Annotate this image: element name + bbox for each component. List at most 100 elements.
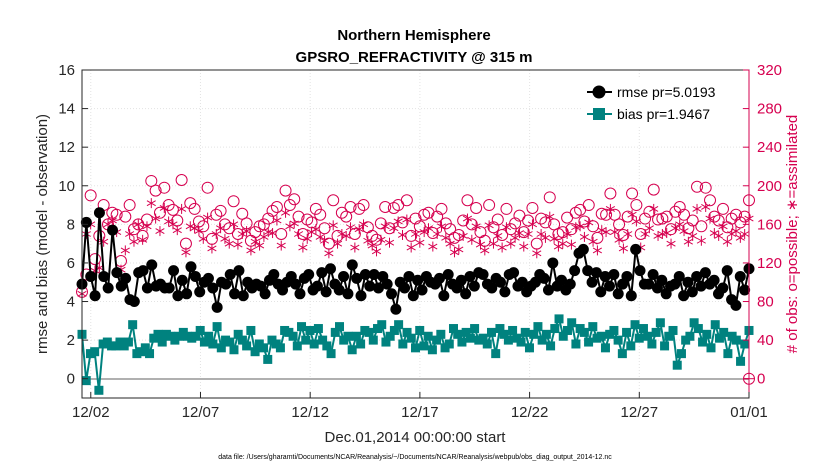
- x-tick-label: 12/17: [401, 404, 439, 421]
- possible-obs-point: [435, 202, 448, 215]
- bias-point: [600, 343, 610, 353]
- bias-point: [668, 325, 678, 335]
- bias-point: [647, 339, 657, 349]
- assimilated-obs-point: [254, 240, 265, 251]
- possible-obs-point: [587, 220, 600, 233]
- assimilated-obs-point: [358, 219, 369, 230]
- bias-point: [297, 322, 307, 332]
- right-y-ticks: 0 40 80 120 160 200 240 280 320: [743, 62, 782, 388]
- bias-point: [571, 339, 581, 349]
- x-ticks: 12/02 12/07 12/12 12/17 12/22 12/27 01/01: [72, 392, 768, 421]
- bias-point: [313, 324, 323, 334]
- rmse-point: [89, 290, 101, 302]
- possible-obs-point: [370, 233, 383, 246]
- bias-point: [292, 341, 302, 351]
- y2-tick-label: 0: [757, 371, 765, 388]
- assimilated-obs-point: [549, 233, 559, 244]
- rmse-point: [176, 274, 188, 286]
- legend-rmse-marker: [592, 85, 606, 99]
- rmse-point: [407, 290, 419, 302]
- y2-tick-label: 320: [757, 62, 782, 79]
- possible-obs-point: [600, 208, 613, 221]
- bias-point: [596, 331, 606, 341]
- assimilated-obs-point: [371, 246, 382, 257]
- assimilated-obs-point: [588, 236, 598, 247]
- rmse-point: [107, 224, 119, 236]
- bias-point: [419, 341, 429, 351]
- assimilated-obs-point: [579, 231, 590, 242]
- assimilated-obs-point: [701, 201, 711, 212]
- assimilated-obs-series: [77, 198, 754, 299]
- assimilated-obs-point: [493, 230, 503, 241]
- possible-obs-point: [738, 210, 751, 223]
- rmse-point: [189, 270, 201, 282]
- possible-obs-point: [470, 201, 483, 214]
- assimilated-obs-point: [354, 224, 364, 235]
- possible-obs-point: [647, 183, 660, 196]
- assimilated-obs-point: [267, 228, 278, 239]
- possible-obs-point: [405, 229, 418, 242]
- assimilated-obs-point: [445, 238, 455, 249]
- bias-point: [343, 331, 353, 341]
- bias-point: [81, 376, 91, 386]
- assimilated-obs-point: [696, 235, 706, 246]
- y2-tick-label: 160: [757, 216, 782, 233]
- assimilated-obs-point: [705, 213, 715, 224]
- assimilated-obs-point: [480, 245, 490, 256]
- rmse-point: [224, 269, 236, 281]
- assimilated-obs-point: [311, 224, 321, 235]
- possible-obs-point: [461, 194, 474, 207]
- possible-obs-point: [158, 181, 171, 194]
- bias-point: [157, 337, 167, 347]
- rmse-point: [678, 290, 690, 302]
- assimilated-obs-point: [614, 234, 624, 245]
- assimilated-obs-point: [623, 229, 633, 239]
- bias-point: [714, 333, 724, 343]
- y-tick-label: 8: [67, 216, 75, 233]
- rmse-point: [608, 269, 620, 281]
- assimilated-obs-point: [471, 221, 481, 232]
- bias-point: [664, 331, 674, 341]
- possible-obs-point: [353, 202, 366, 215]
- bias-point: [693, 324, 703, 334]
- assimilated-obs-point: [605, 203, 616, 214]
- assimilated-obs-point: [224, 238, 234, 249]
- bias-point: [402, 327, 412, 337]
- bias-point: [491, 349, 501, 359]
- possible-obs-point: [84, 189, 97, 202]
- bias-point: [364, 327, 374, 337]
- x-tick-label: 12/22: [511, 404, 549, 421]
- y2-tick-label: 280: [757, 101, 782, 118]
- assimilated-obs-point: [151, 213, 161, 224]
- assimilated-obs-point: [566, 239, 577, 250]
- bias-point: [263, 354, 273, 364]
- assimilated-obs-point: [384, 237, 395, 248]
- bias-point: [617, 349, 627, 359]
- rmse-point: [691, 270, 703, 282]
- rmse-point: [516, 276, 528, 288]
- rmse-point: [438, 290, 450, 302]
- bias-point: [309, 339, 319, 349]
- rmse-point: [233, 265, 245, 277]
- rmse-point: [634, 265, 646, 277]
- bias-point: [225, 337, 235, 347]
- possible-obs-point: [318, 222, 331, 235]
- possible-obs-point: [491, 213, 504, 226]
- rmse-point: [460, 288, 472, 300]
- rmse-point: [708, 274, 720, 286]
- possible-obs-point: [509, 217, 522, 230]
- possible-obs-point: [704, 194, 717, 207]
- assimilated-obs-point: [203, 212, 213, 223]
- possible-obs-point: [630, 199, 643, 212]
- rmse-point: [647, 269, 659, 281]
- possible-obs-point: [275, 228, 288, 240]
- assimilated-obs-point: [584, 217, 594, 228]
- possible-obs-point: [210, 208, 223, 221]
- rmse-point: [294, 288, 306, 300]
- bias-point: [444, 339, 454, 349]
- bias-point: [520, 327, 530, 337]
- rmse-point: [98, 270, 110, 282]
- rmse-point: [346, 259, 358, 271]
- assimilated-obs-point: [272, 215, 282, 226]
- assimilated-obs-point: [536, 229, 546, 239]
